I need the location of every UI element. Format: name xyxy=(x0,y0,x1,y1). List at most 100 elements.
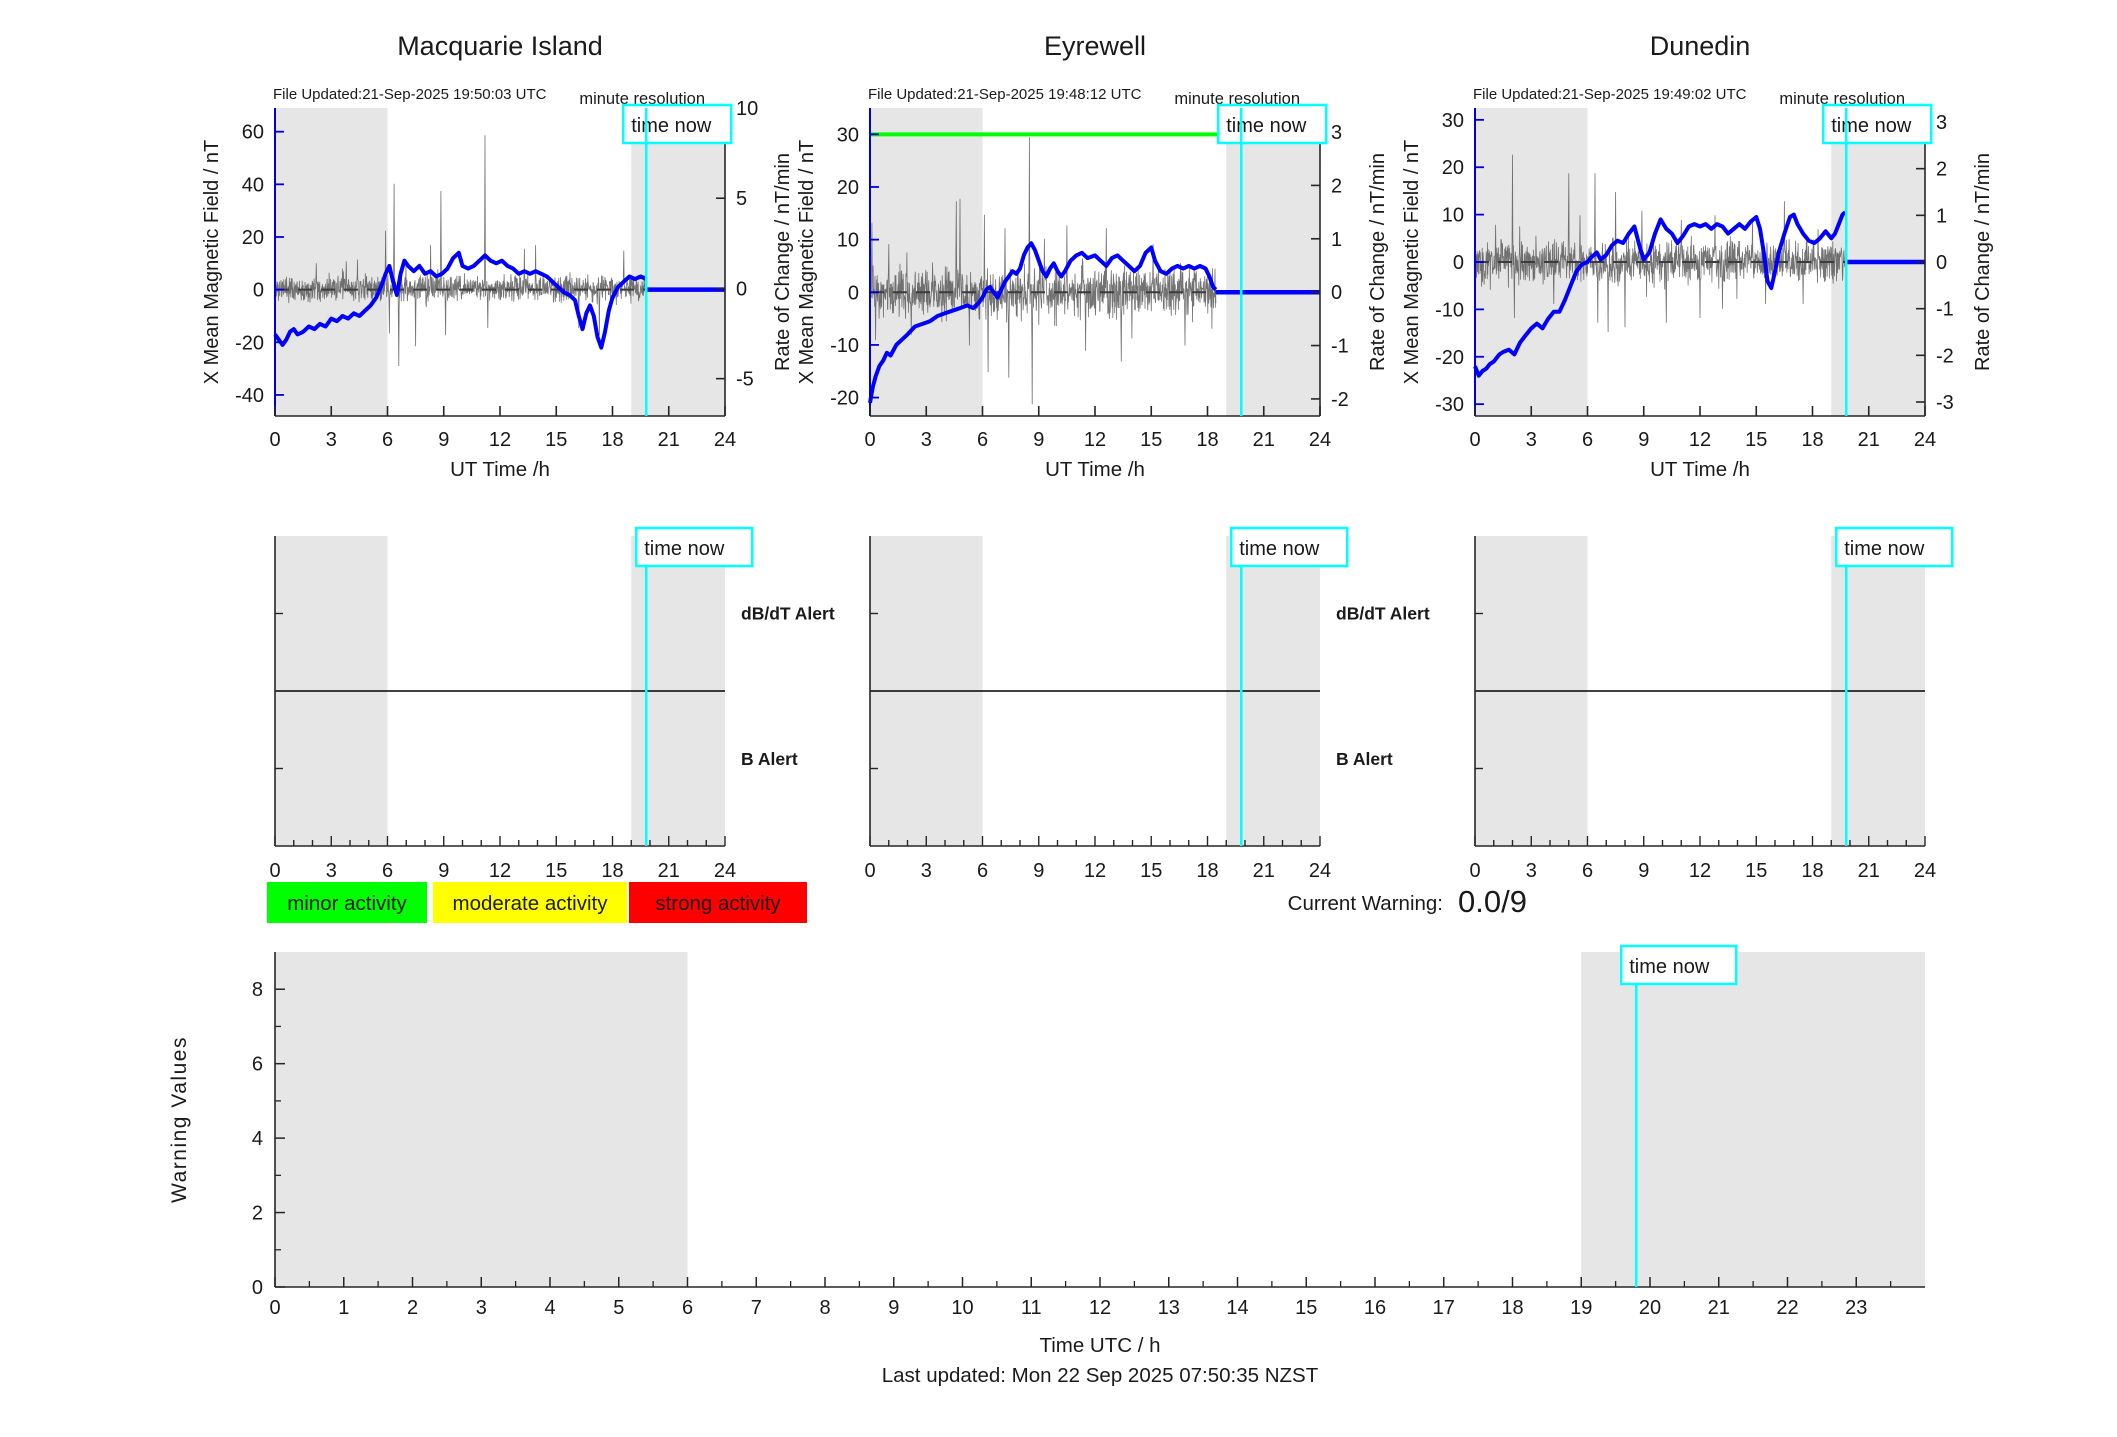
y-tick-label: 6 xyxy=(252,1054,263,1076)
x-tick-label: 9 xyxy=(438,860,449,882)
x-tick-label: 3 xyxy=(921,860,932,882)
y-tick-label: 10 xyxy=(1442,205,1464,227)
x-tick-label: 3 xyxy=(476,1297,487,1319)
current-warning-label: Current Warning: xyxy=(1288,892,1443,915)
y2-tick-label: 5 xyxy=(736,188,747,210)
station-chart-macquarie-island: Macquarie Island File Updated:21-Sep-2025… xyxy=(201,31,794,481)
y2-tick-label: 3 xyxy=(1936,112,1947,134)
db-dt-alert-label: dB/dT Alert xyxy=(741,604,835,624)
y-tick-label: 20 xyxy=(837,177,859,199)
x-tick-label: 18 xyxy=(1801,860,1823,882)
x-tick-label: 3 xyxy=(326,429,337,451)
x-tick-label: 24 xyxy=(714,429,736,451)
x-tick-label: 24 xyxy=(1309,429,1331,451)
x-tick-label: 12 xyxy=(489,860,511,882)
x-tick-label: 9 xyxy=(888,1297,899,1319)
x-tick-label: 3 xyxy=(326,860,337,882)
x-tick-label: 6 xyxy=(682,1297,693,1319)
x-tick-label: 5 xyxy=(613,1297,624,1319)
x-tick-label: 15 xyxy=(1295,1297,1317,1319)
x-tick-label: 3 xyxy=(1526,429,1537,451)
y-tick-label: -30 xyxy=(1435,394,1464,416)
x-tick-label: 6 xyxy=(977,429,988,451)
y2-tick-label: -3 xyxy=(1936,392,1954,414)
station-chart-dunedin: Dunedin File Updated:21-Sep-2025 19:49:02… xyxy=(1401,31,1994,481)
station-title: Eyrewell xyxy=(1044,31,1146,61)
b-alert-label: B Alert xyxy=(741,749,798,769)
x-tick-label: 18 xyxy=(1501,1297,1523,1319)
y-tick-label: -10 xyxy=(830,335,859,357)
magnetic-field-series xyxy=(1473,210,1847,378)
activity-legend: minor activity moderate activity strong ac… xyxy=(267,882,807,923)
time-now-box xyxy=(1217,103,1328,145)
x-tick-label: 21 xyxy=(1253,860,1275,882)
x-tick-label: 15 xyxy=(1140,860,1162,882)
y2-tick-label: -5 xyxy=(736,369,754,391)
x-tick-label: 12 xyxy=(1689,429,1711,451)
y-tick-label: 20 xyxy=(242,227,264,249)
x-tick-label: 18 xyxy=(601,860,623,882)
x-tick-label: 8 xyxy=(819,1297,830,1319)
x-tick-label: 6 xyxy=(1582,860,1593,882)
x-tick-label: 21 xyxy=(658,429,680,451)
y2-tick-label: 0 xyxy=(736,278,747,300)
x-tick-label: 18 xyxy=(1196,429,1218,451)
x-tick-label: 1 xyxy=(338,1297,349,1319)
x-tick-label: 0 xyxy=(1469,429,1480,451)
x-tick-label: 9 xyxy=(1638,860,1649,882)
footer-last-updated: Last updated: Mon 22 Sep 2025 07:50:35 N… xyxy=(882,1364,1319,1387)
shaded-band xyxy=(275,952,688,1287)
y-tick-label: -20 xyxy=(1435,347,1464,369)
legend-label: moderate activity xyxy=(453,892,609,915)
x-tick-label: 0 xyxy=(269,1297,280,1319)
x-tick-label: 0 xyxy=(1469,860,1480,882)
rate-axis-label: Rate of Change / nT/min xyxy=(772,153,794,371)
time-now-box xyxy=(622,103,733,145)
time-now-box xyxy=(635,526,754,568)
magnetic-field-series xyxy=(868,241,1218,404)
y2-tick-label: 0 xyxy=(1331,282,1342,304)
y-tick-label: 30 xyxy=(1442,110,1464,132)
rate-axis-label: Rate of Change / nT/min xyxy=(1367,153,1389,371)
y-tick-label: 0 xyxy=(1453,252,1464,274)
x-tick-label: 11 xyxy=(1021,1297,1042,1319)
time-now-box-label: time now xyxy=(1226,115,1307,137)
y2-tick-label: 2 xyxy=(1936,159,1947,181)
x-tick-label: 20 xyxy=(1639,1297,1661,1319)
y-tick-label: -20 xyxy=(235,332,264,354)
y2-tick-label: 2 xyxy=(1331,175,1342,197)
x-tick-label: 12 xyxy=(1084,860,1106,882)
legend-item-moderate-activity: moderate activity xyxy=(433,882,627,923)
x-tick-label: 18 xyxy=(1801,429,1823,451)
y-tick-label: 0 xyxy=(848,282,859,304)
x-tick-label: 9 xyxy=(438,429,449,451)
legend-label: minor activity xyxy=(287,892,407,915)
x-tick-label: 16 xyxy=(1364,1297,1386,1319)
shaded-band xyxy=(870,108,983,416)
x-tick-label: 2 xyxy=(407,1297,418,1319)
x-tick-label: 12 xyxy=(1689,860,1711,882)
x-tick-label: 18 xyxy=(1196,860,1218,882)
x-tick-label: 15 xyxy=(1745,429,1767,451)
minute-resolution-label: minute resolution xyxy=(1174,90,1300,108)
legend-item-strong-activity: strong activity xyxy=(629,882,807,923)
x-tick-label: 21 xyxy=(1858,429,1880,451)
time-now-box-label: time now xyxy=(631,115,712,137)
x-tick-label: 24 xyxy=(1309,860,1331,882)
x-tick-label: 9 xyxy=(1033,860,1044,882)
y-axis-label: X Mean Magnetic Field / nT xyxy=(201,140,223,385)
time-now-box xyxy=(1822,103,1933,145)
legend-swatch xyxy=(267,882,427,923)
x-tick-label: 0 xyxy=(864,429,875,451)
x-tick-label: 6 xyxy=(1582,429,1593,451)
x-tick-label: 21 xyxy=(1708,1297,1730,1319)
y2-tick-label: -1 xyxy=(1331,336,1349,358)
x-tick-label: 19 xyxy=(1570,1297,1592,1319)
time-now-box-label: time now xyxy=(1629,956,1710,978)
magnetic-field-series xyxy=(273,250,648,350)
x-tick-label: 6 xyxy=(382,429,393,451)
y-tick-label: -20 xyxy=(830,388,859,410)
x-axis-label: UT Time /h xyxy=(450,458,550,481)
alert-panel-macquarie-island: 0 3 6 9 12 15 18 21 24 dB/dT Alert B Alert time now xyxy=(269,526,835,882)
alert-panel-eyrewell: 0 3 6 9 12 15 18 21 24 dB/dT Alert B Alert time now xyxy=(864,526,1430,882)
